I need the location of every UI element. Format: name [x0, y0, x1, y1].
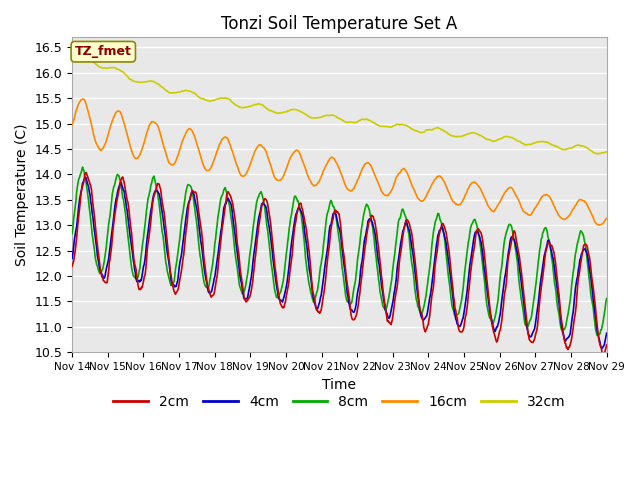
- Legend: 2cm, 4cm, 8cm, 16cm, 32cm: 2cm, 4cm, 8cm, 16cm, 32cm: [108, 389, 571, 415]
- Text: TZ_fmet: TZ_fmet: [75, 45, 132, 58]
- Title: Tonzi Soil Temperature Set A: Tonzi Soil Temperature Set A: [221, 15, 458, 33]
- Y-axis label: Soil Temperature (C): Soil Temperature (C): [15, 123, 29, 266]
- X-axis label: Time: Time: [323, 377, 356, 392]
